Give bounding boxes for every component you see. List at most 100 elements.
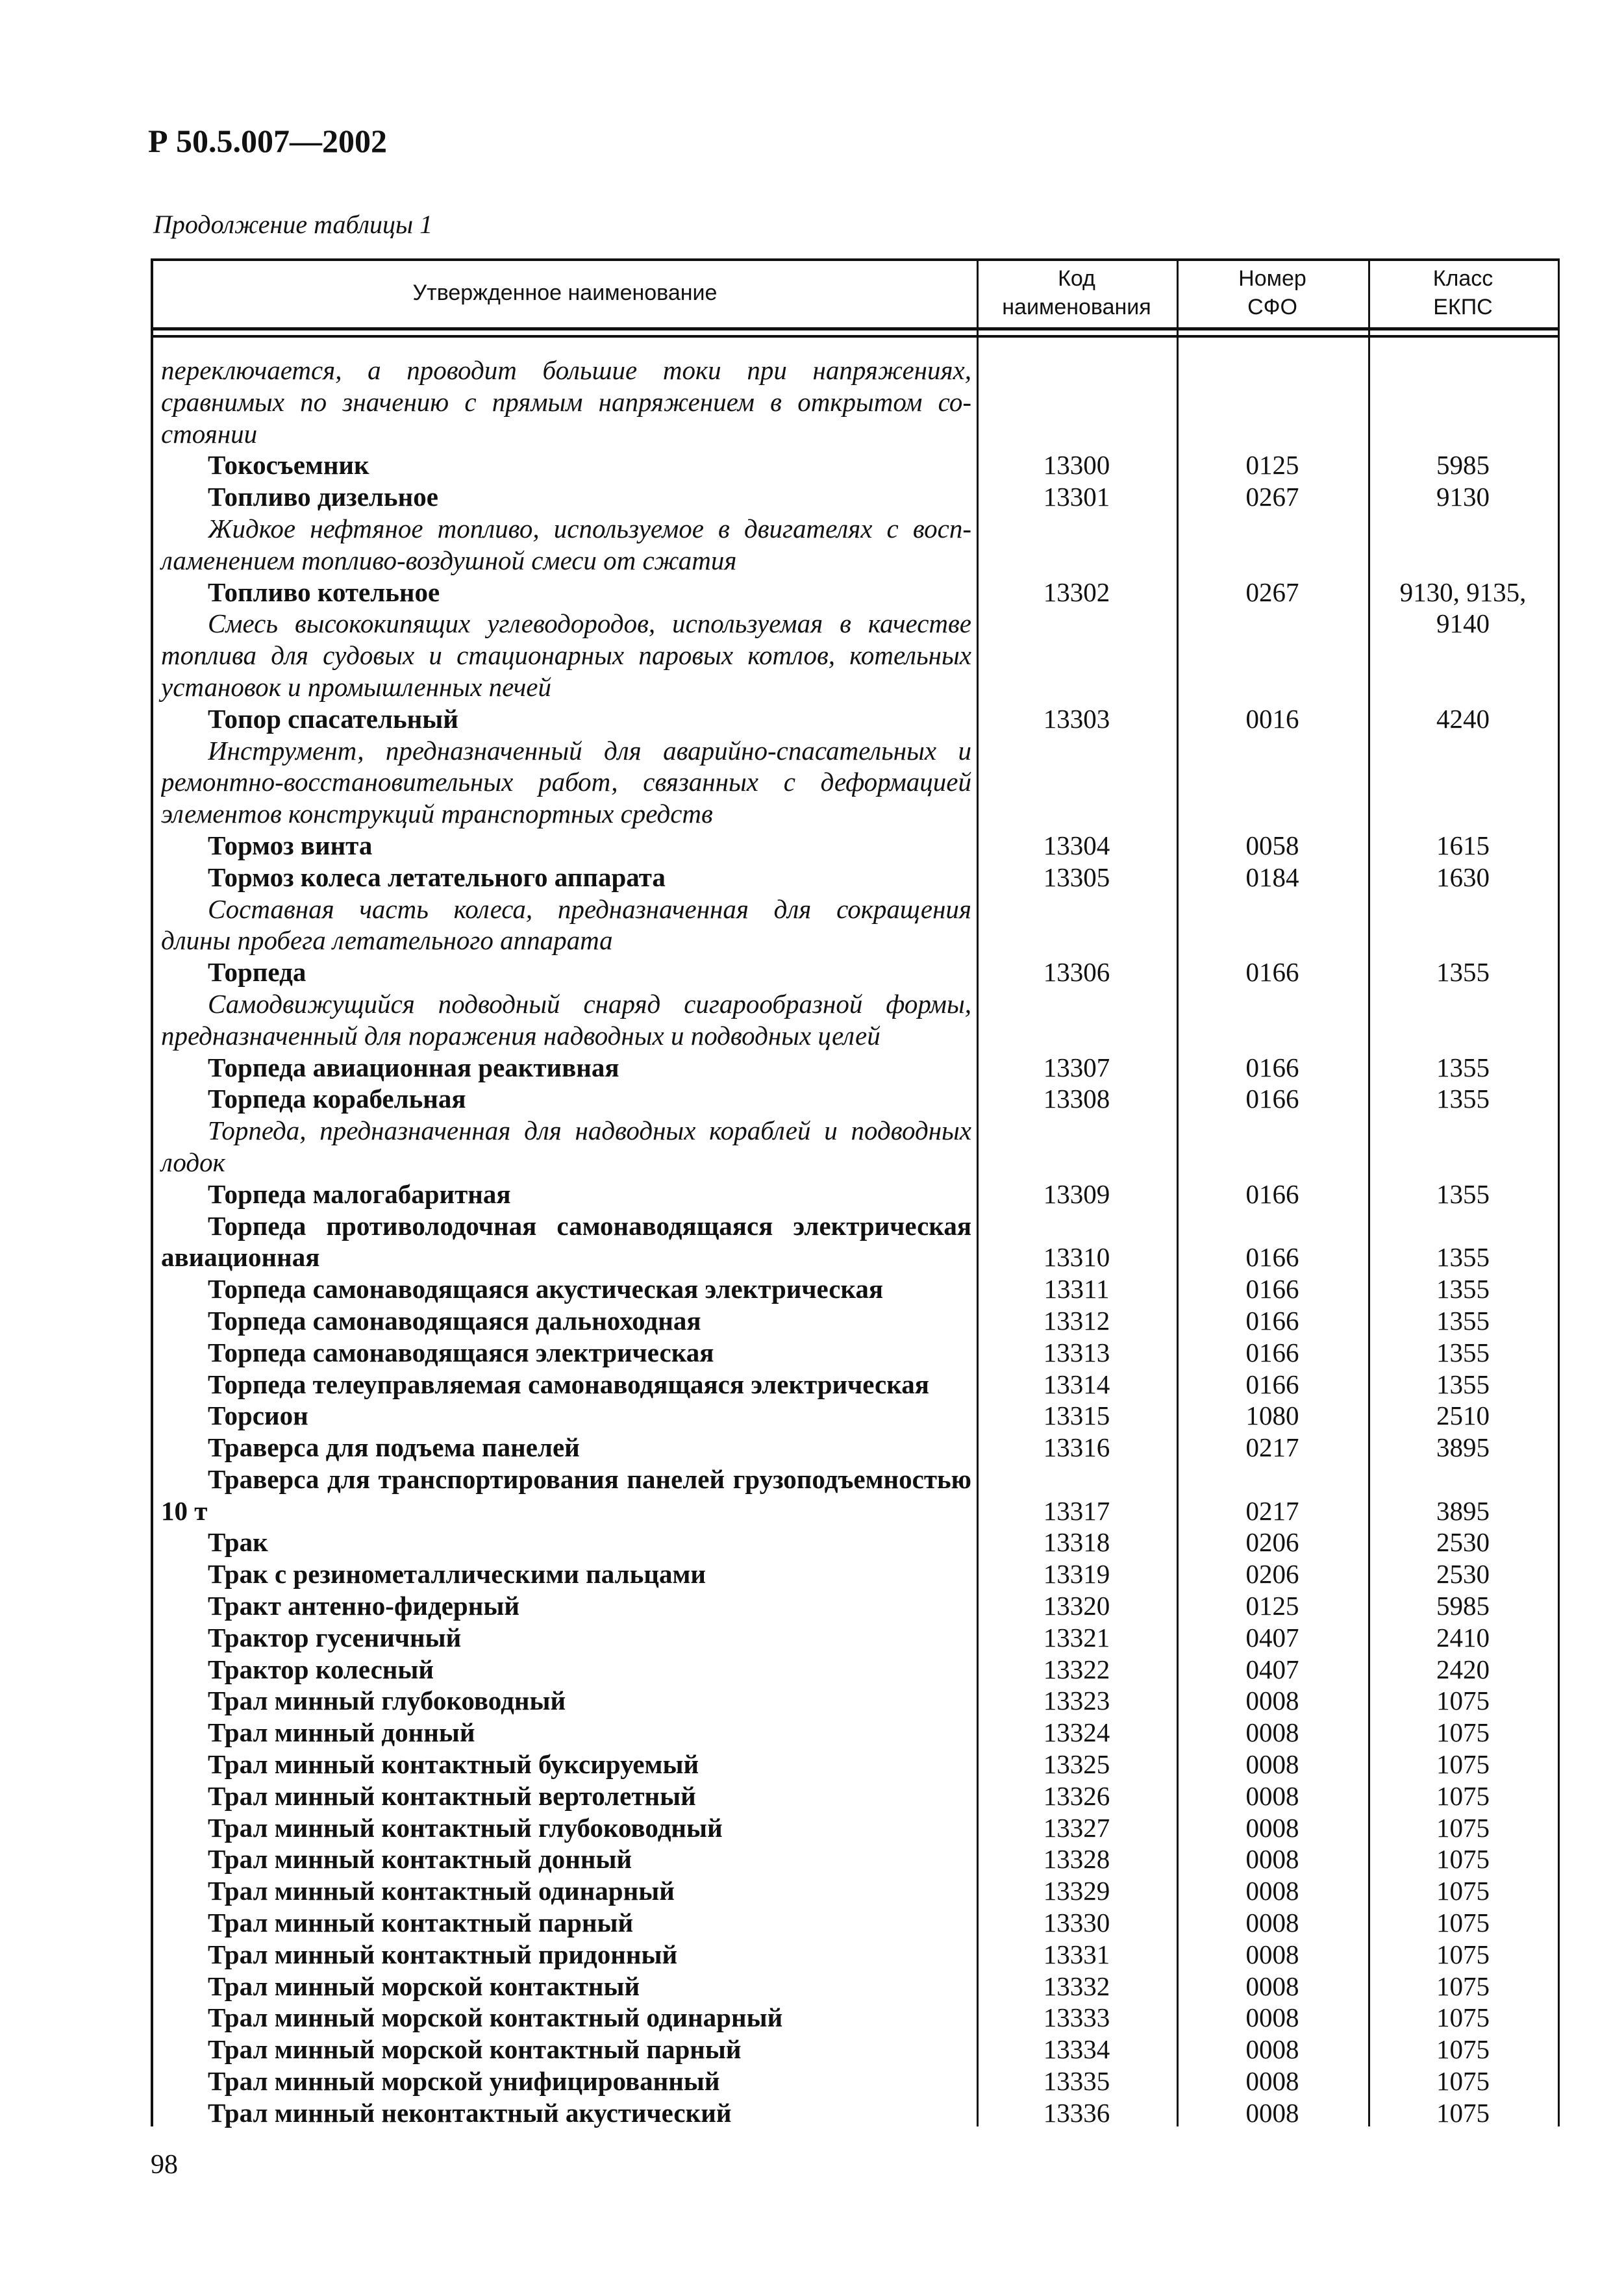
- sfo-number: 0008: [1245, 1686, 1299, 1716]
- item-description: предназначенный для поражения надводных …: [161, 1020, 881, 1051]
- sfo-number: 0206: [1245, 1527, 1299, 1558]
- ekps-class: 3895: [1436, 1432, 1490, 1463]
- name-code: 13336: [1043, 2097, 1110, 2128]
- name-code: 13335: [1043, 2066, 1110, 2097]
- sfo-number: 0184: [1245, 862, 1299, 892]
- table-row: лодок: [153, 1147, 1558, 1178]
- ekps-class: 1355: [1436, 1305, 1490, 1336]
- table-row: Трал минный морской контактный 13332 0008 1…: [153, 1971, 1558, 2002]
- sfo-number: 0166: [1245, 1337, 1299, 1367]
- item-description: Жидкое нефтяное топливо, используемое в …: [208, 513, 971, 543]
- ekps-class: 1075: [1436, 2002, 1490, 2033]
- table-row: Трак с резинометаллическими пальцами 1331…: [153, 1558, 1558, 1590]
- ekps-class: 1355: [1436, 1178, 1490, 1209]
- table-row: Трал минный контактный глубоководный 1332…: [153, 1812, 1558, 1844]
- table-row: Торпеда противолодочная самонаводящаяся …: [153, 1210, 1558, 1242]
- name-code: 13313: [1043, 1337, 1110, 1367]
- column-header-sfo: Номер СФО: [1238, 266, 1306, 319]
- item-name: Трак: [208, 1527, 268, 1558]
- sfo-number: 0008: [1245, 1749, 1299, 1780]
- ekps-class: 2420: [1436, 1654, 1490, 1684]
- name-code: 13315: [1043, 1401, 1110, 1431]
- sfo-number: 0166: [1245, 1052, 1299, 1082]
- sfo-number: 0008: [1245, 1844, 1299, 1875]
- ekps-class: 1075: [1436, 1780, 1490, 1811]
- ekps-class: 3895: [1436, 1495, 1490, 1526]
- item-name: Топливо дизельное: [208, 482, 438, 512]
- ekps-class: 9140: [1436, 608, 1490, 639]
- ekps-class: 1075: [1436, 2066, 1490, 2097]
- name-code: 13324: [1043, 1717, 1110, 1748]
- item-name: Трал минный контактный глубоководный: [208, 1812, 723, 1843]
- name-code: 13312: [1043, 1305, 1110, 1336]
- item-name: Трал минный контактный придонный: [208, 1939, 678, 1969]
- sfo-number: 0166: [1245, 1369, 1299, 1399]
- table-row: Трак 13318 0206 2530: [153, 1527, 1558, 1558]
- name-code: 13332: [1043, 1971, 1110, 2001]
- item-description: Смесь высококипящих углеводородов, испол…: [208, 608, 971, 639]
- ekps-class: 1075: [1436, 1686, 1490, 1716]
- item-name: Тормоз винта: [208, 830, 373, 860]
- table-row: ремонтно-восстановительных работ, связан…: [153, 766, 1558, 798]
- sfo-number: 0166: [1245, 1274, 1299, 1304]
- table-row: Торсион 13315 1080 2510: [153, 1400, 1558, 1432]
- item-name: Торпеда самонаводящаяся электрическая: [208, 1337, 714, 1367]
- item-name: Траверса для транспортирования панелей г…: [208, 1464, 971, 1494]
- item-name: Трактор гусеничный: [208, 1622, 462, 1652]
- item-name: Трактор колесный: [208, 1654, 434, 1684]
- ekps-class: 1355: [1436, 1274, 1490, 1304]
- sfo-number: 0217: [1245, 1432, 1299, 1463]
- name-code: 13310: [1043, 1242, 1110, 1273]
- ekps-class: 1075: [1436, 1717, 1490, 1748]
- table-row: Тормоз колеса летательного аппарата 13305…: [153, 862, 1558, 893]
- column-divider: [977, 258, 979, 2126]
- ekps-class: 2410: [1436, 1622, 1490, 1652]
- name-code: 13314: [1043, 1369, 1110, 1399]
- item-name: Трал минный морской контактный одинарный: [208, 2002, 783, 2033]
- page-number: 98: [151, 2150, 178, 2180]
- table-row: Трактор гусеничный 13321 0407 2410: [153, 1622, 1558, 1654]
- table-row: Трал минный контактный одинарный 13329 000…: [153, 1875, 1558, 1907]
- table-row: Торпеда, предназначенная для надводных к…: [153, 1115, 1558, 1147]
- sfo-number: 0267: [1245, 577, 1299, 607]
- item-description: элементов конструкций транспортных средс…: [161, 799, 713, 829]
- table-row: Торпеда корабельная 13308 0166 1355: [153, 1083, 1558, 1115]
- item-description: ремонтно-восстановительных работ, связан…: [161, 767, 971, 797]
- table-row: Смесь высококипящих углеводородов, испол…: [153, 608, 1558, 640]
- ekps-class: 1075: [1436, 1844, 1490, 1875]
- item-name: Трак с резинометаллическими пальцами: [208, 1559, 706, 1589]
- item-name: Торпеда малогабаритная: [208, 1178, 511, 1209]
- name-code: 13322: [1043, 1654, 1110, 1684]
- ekps-class: 1355: [1436, 1337, 1490, 1367]
- table-row: Трал минный контактный буксируемый 13325 0…: [153, 1749, 1558, 1780]
- table-row: Трал минный контактный придонный 13331 000…: [153, 1939, 1558, 1971]
- sfo-number: 0125: [1245, 1591, 1299, 1621]
- name-code: 13319: [1043, 1559, 1110, 1589]
- item-name: Трал минный контактный одинарный: [208, 1876, 675, 1906]
- data-table: Утвержденное наименование Код наименован…: [151, 258, 1560, 2129]
- sfo-number: 0008: [1245, 1780, 1299, 1811]
- ekps-class: 4240: [1436, 703, 1490, 734]
- name-code: 13325: [1043, 1749, 1110, 1780]
- name-code: 13317: [1043, 1495, 1110, 1526]
- table-body: переключается, а проводит большие токи п…: [153, 355, 1558, 2129]
- name-code: 13302: [1043, 577, 1110, 607]
- name-code: 13323: [1043, 1686, 1110, 1716]
- item-name: Трал минный контактный вертолетный: [208, 1780, 696, 1811]
- name-code: 13306: [1043, 957, 1110, 988]
- item-name: Торпеда самонаводящаяся дальноходная: [208, 1305, 701, 1336]
- name-code: 13311: [1043, 1274, 1110, 1304]
- name-code: 13318: [1043, 1527, 1110, 1558]
- name-code: 13333: [1043, 2002, 1110, 2033]
- table-row: предназначенный для поражения надводных …: [153, 1020, 1558, 1052]
- table-row: длины пробега летательного аппарата: [153, 925, 1558, 956]
- table-row: сравнимых по значению с прямым напряжени…: [153, 386, 1558, 418]
- item-description: Инструмент, предназначенный для аварийно…: [208, 735, 971, 766]
- table-row: Составная часть колеса, предназначенная …: [153, 893, 1558, 925]
- sfo-number: 0166: [1245, 1305, 1299, 1336]
- item-description: Составная часть колеса, предназначенная …: [208, 893, 971, 924]
- header-divider: [153, 335, 1558, 338]
- item-name: Трал минный донный: [208, 1717, 475, 1748]
- header-divider: [153, 327, 1558, 330]
- ekps-class: 1075: [1436, 2097, 1490, 2128]
